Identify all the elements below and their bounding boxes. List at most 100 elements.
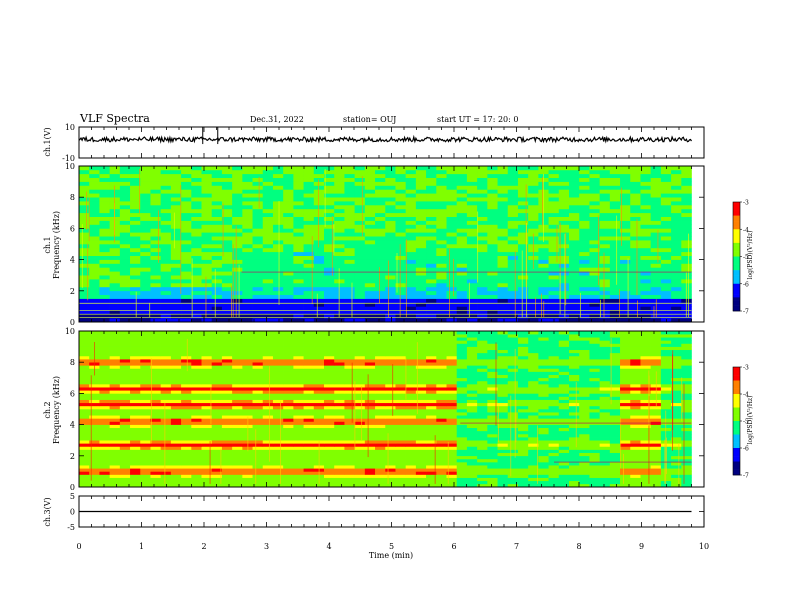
ch1-spectrogram-cell bbox=[130, 314, 141, 319]
ch2-spectrogram-cell bbox=[211, 380, 223, 385]
ch2-spectrogram-cell bbox=[630, 390, 641, 394]
ch2-spectrogram-cell bbox=[181, 396, 192, 400]
ch1-spectrogram-cell bbox=[303, 255, 315, 260]
ch2-spectrogram-cell bbox=[293, 443, 304, 447]
ch2-spectrogram-cell bbox=[334, 380, 345, 385]
ch1-spectrogram-cell bbox=[405, 208, 417, 214]
ch1-spectrogram-cell bbox=[191, 298, 202, 303]
ch1-spectrogram-cell bbox=[599, 310, 611, 315]
ch1-spectrogram-cell bbox=[242, 244, 253, 249]
ch2-spectrogram-cell bbox=[344, 433, 355, 438]
ch2-spectrogram-cell bbox=[466, 462, 478, 466]
ch2-spectrogram-cell bbox=[620, 474, 631, 478]
ch2-spectrogram-cell bbox=[640, 455, 651, 460]
ch1-spectrogram-cell bbox=[548, 290, 560, 295]
ch1-spectrogram-cell bbox=[252, 232, 264, 237]
ch2-spectrogram-cell bbox=[477, 371, 488, 375]
ch1-spectrogram-cell bbox=[436, 208, 447, 214]
ch1-spectrogram-cell bbox=[252, 181, 264, 186]
ch2-spectrogram-cell bbox=[170, 446, 182, 450]
ch1-spectrogram-cell bbox=[375, 310, 386, 315]
ch2-spectrogram-cell bbox=[334, 430, 345, 435]
ch1-spectrogram-cell bbox=[283, 271, 294, 276]
ch2-spectrogram-cell bbox=[446, 471, 458, 475]
ch2-spectrogram-cell bbox=[344, 377, 355, 382]
ch1-spectrogram-cell bbox=[150, 314, 161, 319]
ch1-spectrogram-cell bbox=[119, 290, 131, 295]
ch2-spectrogram-cell bbox=[344, 393, 355, 397]
ch1-spectrogram-cell bbox=[79, 306, 90, 311]
ch1-spectrogram-cell bbox=[548, 286, 560, 292]
ch1-spectrogram-cell bbox=[517, 271, 529, 276]
ch2-spectrogram-cell bbox=[426, 402, 437, 407]
ch2-spectrogram-cell bbox=[119, 480, 131, 485]
ch2-spectrogram-cell bbox=[272, 440, 284, 444]
ch1-spectrogram-cell bbox=[579, 212, 590, 217]
ch1-spectrogram-cell bbox=[303, 275, 315, 280]
ch1-spectrogram-cell bbox=[303, 189, 315, 194]
ch1-spectrogram-cell bbox=[119, 216, 131, 221]
ch2-spectrogram-cell bbox=[528, 399, 539, 404]
ch2-spectrogram-cell bbox=[569, 462, 580, 466]
ch1-spectrogram-cell bbox=[201, 286, 213, 292]
ch2-spectrogram-cell bbox=[170, 380, 182, 385]
ch1-spectrogram-cell bbox=[497, 193, 509, 198]
ch1-spectrogram-cell bbox=[303, 283, 315, 288]
ch1-spectrogram-cell bbox=[487, 232, 498, 237]
ch1-spectrogram-cell bbox=[221, 220, 233, 225]
ch2-spectrogram-cell bbox=[150, 412, 161, 416]
ch1-spectrogram-cell bbox=[344, 294, 355, 299]
ch2-spectrogram-cell bbox=[528, 458, 539, 463]
ch2-spectrogram-cell bbox=[252, 412, 264, 416]
ch1-spectrogram-cell bbox=[293, 306, 304, 311]
ch1-spectrogram-cell bbox=[211, 224, 223, 229]
ch1-spectrogram-cell bbox=[426, 283, 437, 288]
ch1-spectrogram-cell bbox=[497, 224, 509, 229]
ch1-spectrogram-cell bbox=[201, 212, 213, 217]
ch2-spectrogram-cell bbox=[99, 362, 110, 366]
ch1-spectrogram-cell bbox=[405, 279, 417, 284]
ch1-spectrogram-cell bbox=[630, 294, 641, 299]
ch2-spectrogram-cell bbox=[89, 437, 100, 441]
ch2-spectrogram-cell bbox=[579, 443, 590, 447]
ch2-spectrogram-cell bbox=[620, 402, 631, 407]
ch2-spectrogram-cell bbox=[272, 359, 284, 363]
ch1-spectrogram-cell bbox=[477, 173, 488, 178]
ch2-spectrogram-cell bbox=[517, 399, 529, 404]
ch2-spectrogram-cell bbox=[130, 377, 141, 382]
ch2-spectrogram-cell bbox=[191, 415, 202, 419]
ch2-spectrogram-cell bbox=[89, 405, 100, 410]
ch1-spectrogram-cell bbox=[344, 259, 355, 264]
ch1-spectrogram-cell bbox=[324, 224, 335, 229]
ch1-spectrogram-cell bbox=[456, 240, 468, 245]
ch1-spectrogram-cell bbox=[252, 208, 264, 214]
ch1-spectrogram-cell bbox=[375, 185, 386, 190]
ch2-spectrogram-cell bbox=[507, 412, 519, 416]
ch2-spectrogram-cell bbox=[293, 412, 304, 416]
ch2-spectrogram-cell bbox=[589, 449, 600, 453]
ch2-spectrogram-cell bbox=[385, 387, 396, 391]
ch2-spectrogram-cell bbox=[211, 449, 223, 453]
ch2-spectrogram-cell bbox=[89, 480, 100, 485]
ch2-spectrogram-cell bbox=[160, 449, 172, 453]
ch1-spectrogram-cell bbox=[232, 224, 243, 229]
ch2-spectrogram-cell bbox=[405, 387, 417, 391]
ch2-spectrogram-cell bbox=[609, 396, 621, 400]
ch1-spectrogram-cell bbox=[517, 306, 529, 311]
ch1-spectrogram-cell bbox=[109, 177, 121, 182]
ch1-spectrogram-cell bbox=[395, 263, 406, 268]
ch1-spectrogram-cell bbox=[507, 251, 519, 256]
ch1-spectrogram-cell bbox=[293, 244, 304, 249]
ch2-spectrogram-cell bbox=[466, 437, 478, 441]
ch1-spectrogram-cell bbox=[609, 314, 621, 319]
ch1-spectrogram-cell bbox=[446, 232, 458, 237]
ch1-spectrogram-cell bbox=[487, 236, 498, 241]
ch2-spectrogram-cell bbox=[548, 471, 560, 475]
ch1-spectrogram-cell bbox=[456, 216, 468, 221]
ch1-spectrogram-cell bbox=[181, 216, 192, 221]
ch2-spectrogram-cell bbox=[477, 449, 488, 453]
ch2-spectrogram-cell bbox=[426, 480, 437, 485]
ch1-spectrogram-cell bbox=[354, 224, 366, 229]
ch2-spectrogram-cell bbox=[487, 377, 498, 382]
ch1-spectrogram-cell bbox=[487, 302, 498, 307]
